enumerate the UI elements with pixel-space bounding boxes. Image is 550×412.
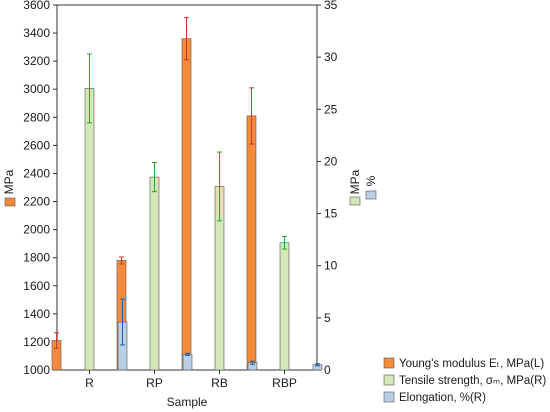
left-tick-label: 1600 [23, 279, 50, 293]
legend-label-0: Young's modulus Eₜ, MPa(L) [399, 358, 544, 370]
bar-0-rb [181, 38, 192, 371]
left-tick-label: 1800 [23, 251, 50, 265]
x-tick-label: R [85, 376, 94, 390]
right-axis-title-pct: % [364, 175, 378, 186]
left-tick-label: 2800 [23, 110, 50, 124]
left-tick-label: 3600 [23, 0, 50, 12]
legend-swatch-2 [383, 391, 395, 403]
legend-label-1: Tensile strength, σₘ, MPa(R) [399, 375, 546, 387]
left-tick-label: 2200 [23, 195, 50, 209]
legend-swatch-1 [383, 374, 395, 386]
right-tick-label: 15 [324, 207, 338, 221]
left-tick-label: 2000 [23, 223, 50, 237]
x-tick-label: RBP [272, 376, 297, 390]
left-tick-label: 3400 [23, 26, 50, 40]
legend-label-2: Elongation, %(R) [399, 392, 486, 404]
bar-0-rbp [246, 115, 257, 371]
left-tick-label: 1200 [23, 335, 50, 349]
left-axis-swatch [4, 197, 16, 207]
x-axis-title: Sample [167, 395, 208, 409]
right-tick-label: 10 [324, 259, 338, 273]
bar-2-rp [182, 354, 193, 371]
left-tick-label: 2400 [23, 166, 50, 180]
left-tick-label: 3000 [23, 82, 50, 96]
right-tick-label: 25 [324, 102, 338, 116]
right-tick-label: 0 [324, 363, 331, 377]
x-tick-label: RB [211, 376, 228, 390]
right-axis-title-mpa: MPa [348, 169, 362, 194]
bar-1-rp [149, 176, 160, 371]
right-axis-swatch-pct [365, 190, 377, 200]
right-axis-swatch-mpa [349, 196, 361, 206]
left-tick-label: 1400 [23, 307, 50, 321]
right-tick-label: 30 [324, 50, 338, 64]
left-axis-title: MPa [2, 169, 16, 194]
right-tick-label: 5 [324, 311, 331, 325]
x-tick-label: RP [146, 376, 163, 390]
left-tick-label: 1000 [23, 363, 50, 377]
right-tick-label: 20 [324, 154, 338, 168]
left-tick-label: 3200 [23, 54, 50, 68]
bar-1-rbp [279, 242, 290, 371]
legend-swatch-0 [383, 357, 395, 369]
right-tick-label: 35 [324, 0, 338, 12]
left-tick-label: 2600 [23, 138, 50, 152]
bar-1-r [84, 88, 95, 371]
